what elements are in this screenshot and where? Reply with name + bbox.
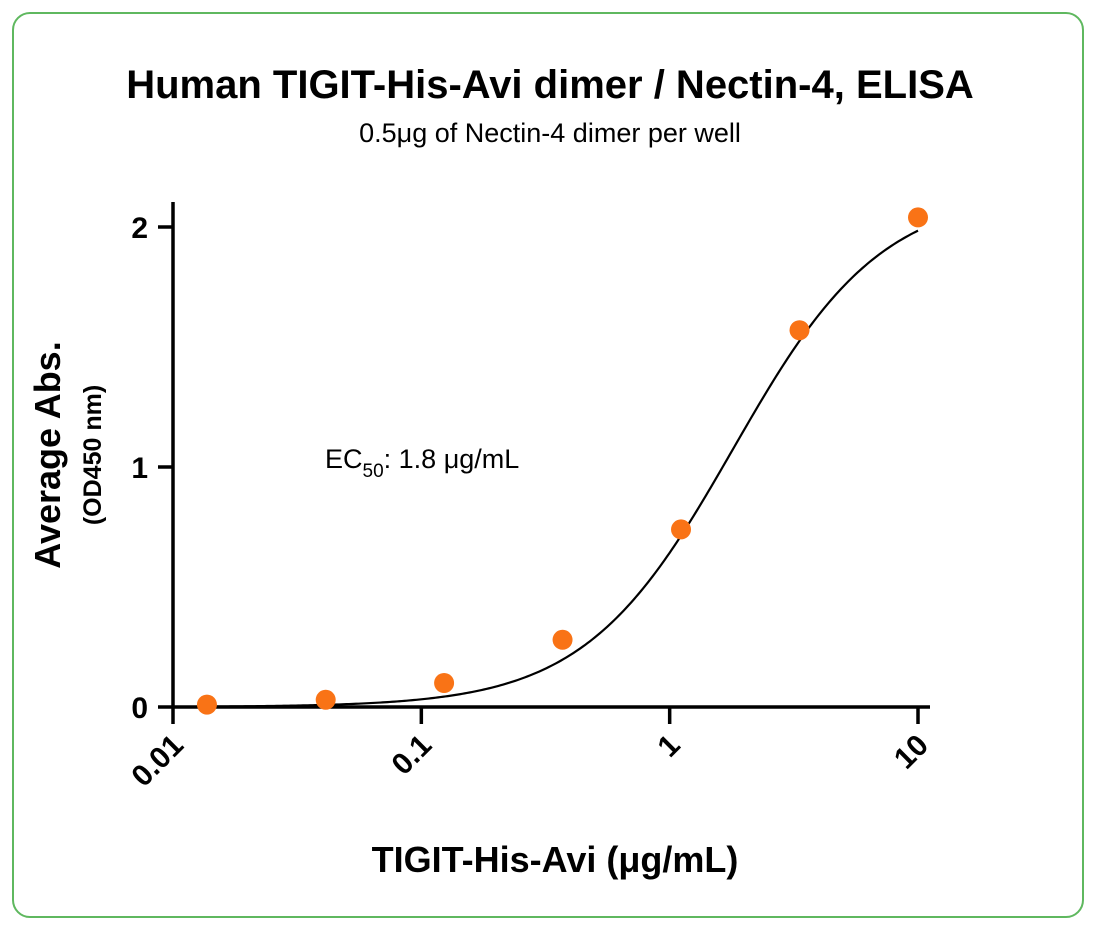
x-tick-label: 0.01 [125, 729, 190, 794]
x-tick-label: 10 [888, 729, 935, 776]
data-point [315, 689, 336, 710]
y-tick-label: 1 [131, 452, 148, 485]
ec50-prefix: EC [325, 444, 363, 474]
axes: 0 1 2 0.01 0.1 1 10 [125, 202, 935, 793]
fit-curve [194, 229, 919, 708]
y-tick-label: 0 [131, 692, 148, 725]
ec50-suffix: : 1.8 μg/mL [384, 444, 520, 474]
data-points-layer [196, 207, 928, 715]
x-tick-label: 1 [651, 729, 686, 764]
chart-card [12, 12, 1084, 918]
x-axis-label: TIGIT-His-Avi (μg/mL) [372, 839, 739, 880]
x-tick-label: 0.1 [385, 729, 438, 782]
chart-title: Human TIGIT-His-Avi dimer / Nectin-4, EL… [126, 63, 974, 107]
data-point [908, 207, 928, 228]
y-axis-label: Average Abs. [27, 341, 68, 568]
data-point [196, 694, 217, 715]
chart-subtitle: 0.5μg of Nectin-4 dimer per well [359, 118, 741, 148]
data-point [434, 673, 455, 693]
y-tick-label: 2 [131, 212, 148, 245]
fit-curve-layer [194, 229, 919, 708]
ec50-annotation: EC50: 1.8 μg/mL [325, 444, 519, 482]
data-point [789, 320, 810, 341]
data-point [671, 519, 692, 540]
ec50-subscript: 50 [363, 461, 384, 482]
y-axis-sublabel: (OD450 nm) [79, 385, 107, 525]
data-point [552, 629, 573, 650]
